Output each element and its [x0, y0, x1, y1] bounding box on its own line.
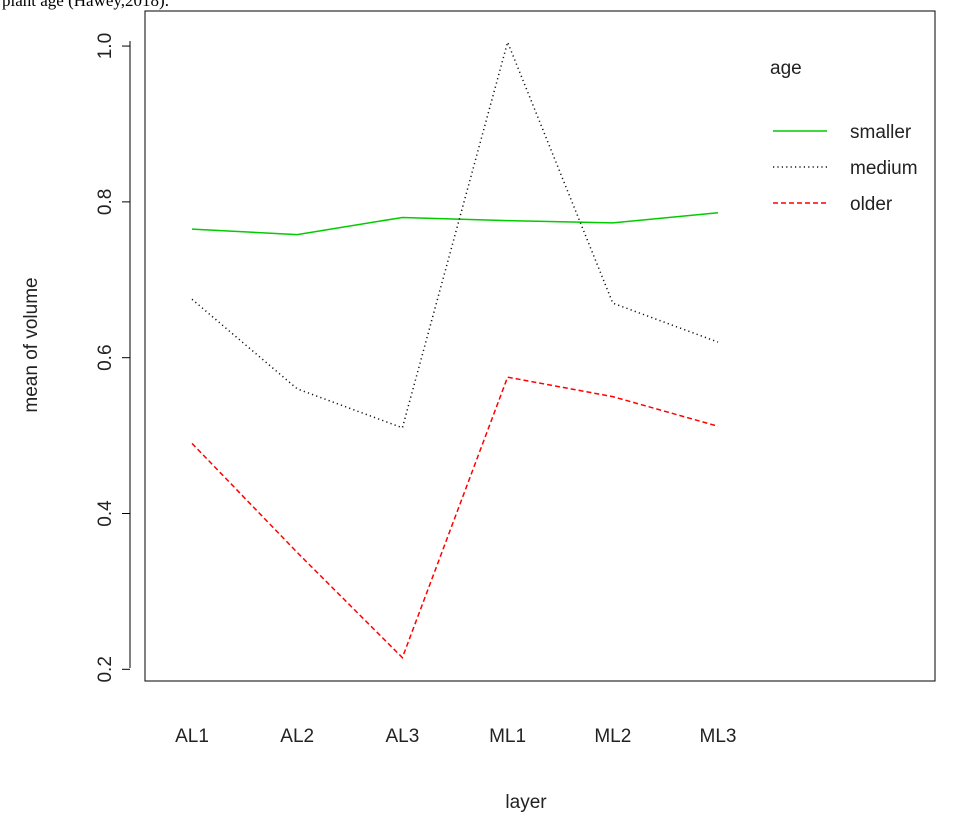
figure-caption: plant age (Hawey,2018). — [2, 0, 169, 10]
x-tick-label: ML3 — [700, 726, 737, 747]
series-line-smaller — [191, 212, 719, 236]
plot-frame — [144, 10, 936, 682]
x-tick-label: AL1 — [175, 726, 209, 747]
y-axis: 0.2 0.4 0.6 0.8 1.0 — [95, 33, 131, 683]
y-tick-label: 0.8 — [95, 189, 116, 215]
legend-label-medium: medium — [850, 158, 918, 179]
series-line-older — [191, 376, 719, 659]
y-tick-label: 0.6 — [95, 344, 116, 370]
x-axis-label: layer — [505, 792, 547, 813]
legend-label-smaller: smaller — [850, 122, 912, 143]
series-layer — [191, 39, 719, 659]
y-tick-label: 0.4 — [95, 500, 116, 527]
y-axis-label: mean of volume — [21, 277, 42, 412]
legend-title: age — [770, 58, 802, 79]
y-tick-label: 0.2 — [95, 656, 116, 682]
x-tick-label: AL2 — [280, 726, 314, 747]
x-tick-label: ML1 — [489, 726, 526, 747]
legend-label-older: older — [850, 194, 893, 215]
series-line-medium — [191, 39, 719, 429]
x-tick-label: AL3 — [385, 726, 419, 747]
y-tick-label: 1.0 — [95, 33, 116, 59]
x-axis: AL1 AL2 AL3 ML1 ML2 ML3 — [175, 726, 736, 747]
legend: age smaller medium older — [770, 58, 918, 215]
x-tick-label: ML2 — [594, 726, 631, 747]
